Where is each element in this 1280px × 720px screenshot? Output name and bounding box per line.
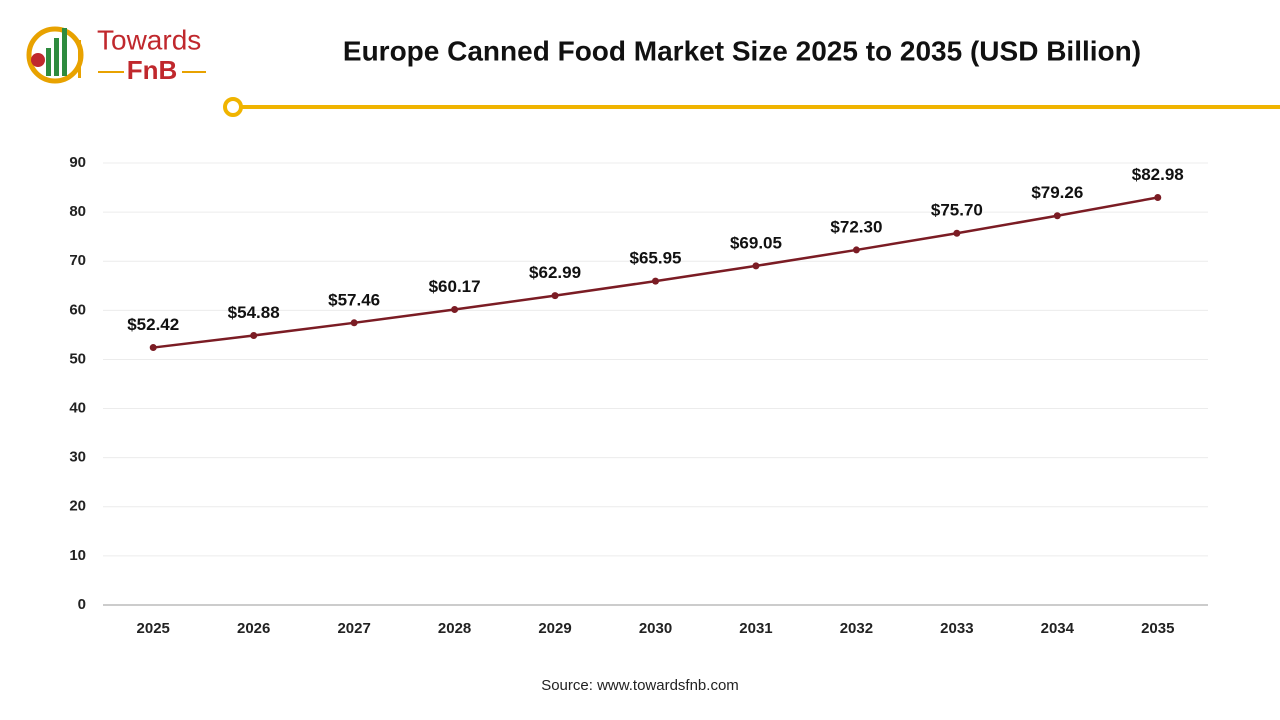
logo-bar — [46, 48, 51, 76]
logo-bar — [62, 28, 67, 76]
point — [752, 262, 760, 270]
y-tick-label: 80 — [69, 203, 86, 220]
point — [551, 292, 559, 300]
line — [153, 196, 1158, 349]
data-label: $72.30 — [830, 217, 882, 236]
data-label: $60.17 — [429, 277, 481, 296]
point — [451, 305, 459, 313]
x-tick-label: 2025 — [137, 620, 170, 637]
x-tick-label: 2035 — [1141, 620, 1174, 637]
data-label: $54.88 — [228, 303, 280, 322]
data-label: $62.99 — [529, 263, 581, 282]
y-tick-label: 0 — [78, 596, 86, 613]
y-tick-label: 90 — [69, 154, 86, 171]
point — [350, 319, 358, 327]
point — [652, 277, 659, 285]
logo-text: Towards — [97, 24, 201, 55]
x-tick-label: 2031 — [739, 620, 772, 637]
point — [149, 344, 157, 352]
data-label: $69.05 — [730, 233, 782, 252]
y-tick-label: 20 — [69, 498, 86, 515]
x-tick-label: 2030 — [639, 620, 672, 637]
y-tick-label: 50 — [69, 350, 86, 367]
chart-title: Europe Canned Food Market Size 2025 to 2… — [343, 35, 1141, 66]
logo: Towards FnB — [26, 24, 206, 85]
point — [852, 246, 860, 254]
logo-dot — [31, 53, 45, 67]
x-tick-label: 2028 — [438, 620, 471, 637]
data-label: $57.46 — [328, 290, 380, 309]
y-tick-label: 30 — [69, 449, 86, 466]
logo-text: FnB — [127, 55, 178, 85]
x-tick-label: 2026 — [237, 620, 270, 637]
y-tick-label: 10 — [69, 547, 86, 564]
header-dot — [223, 97, 243, 117]
data-label: $65.95 — [630, 249, 682, 268]
logo-fork — [78, 40, 81, 78]
source: Source: www.towardsfnb.com — [541, 677, 739, 694]
x-tick-label: 2032 — [840, 620, 873, 637]
y-tick-label: 40 — [69, 400, 86, 417]
y-tick-label: 70 — [69, 252, 86, 269]
x-tick-label: 2027 — [337, 620, 370, 637]
point — [1154, 193, 1162, 201]
y-tick-label: 60 — [69, 301, 86, 318]
point — [250, 331, 258, 339]
x-tick-label: 2029 — [538, 620, 571, 637]
logo-bar — [54, 38, 59, 76]
x-tick-label: 2033 — [940, 620, 973, 637]
data-label: $75.70 — [931, 201, 983, 220]
data-label: $79.26 — [1031, 183, 1083, 202]
data-label: $82.98 — [1132, 165, 1184, 184]
point — [1053, 212, 1061, 220]
point — [953, 229, 961, 237]
data-label: $52.42 — [127, 315, 179, 334]
x-tick-label: 2034 — [1041, 620, 1075, 637]
